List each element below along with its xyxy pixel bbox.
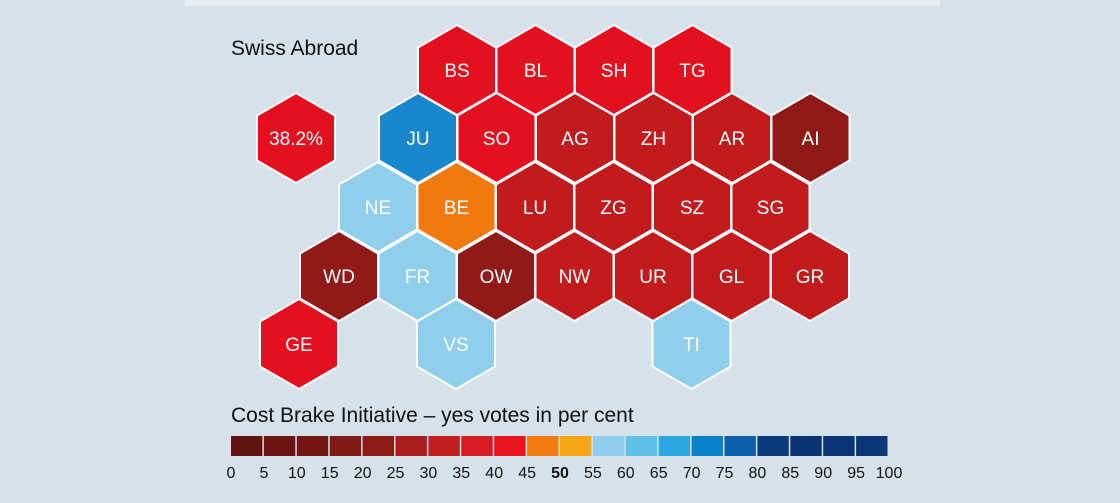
canton-hex-shape xyxy=(259,297,339,391)
legend-swatch xyxy=(757,436,789,456)
canton-label: AG xyxy=(561,129,588,150)
color-legend: 0 5 10 15 20 25 30 35 40 45 50 55 60 65 70 75 80 85 90 95 10… xyxy=(227,436,903,482)
canton-hex-shape xyxy=(416,297,496,391)
canton-hex-shape xyxy=(651,297,732,391)
canton-label: NW xyxy=(559,267,591,288)
legend-swatch xyxy=(428,436,460,456)
legend-tick-label: 65 xyxy=(650,465,668,482)
legend-swatch xyxy=(461,436,493,456)
canton-gr[interactable]: GR xyxy=(770,229,850,323)
legend-tick-label: 10 xyxy=(288,465,306,482)
canton-label: AI xyxy=(802,129,820,150)
canton-label: ZG xyxy=(600,198,626,219)
canton-label: OW xyxy=(480,267,513,288)
legend-tick-label: 15 xyxy=(321,465,339,482)
canton-label: ZH xyxy=(641,129,666,150)
legend-tick-label: 5 xyxy=(259,465,268,482)
canton-label: BE xyxy=(444,198,469,219)
legend-tick-label: 0 xyxy=(227,465,236,482)
canton-ag[interactable]: AG xyxy=(535,91,615,185)
canton-label: VS xyxy=(443,335,468,356)
legend-swatch xyxy=(823,436,855,456)
canton-ai[interactable]: AI xyxy=(770,91,851,185)
canton-label: SZ xyxy=(680,198,705,219)
legend-swatch xyxy=(724,436,756,456)
legend-tick-label: 50 xyxy=(551,465,569,482)
legend-swatch xyxy=(527,436,559,456)
legend-swatch xyxy=(790,436,822,456)
legend-swatch xyxy=(362,436,394,456)
legend-swatch xyxy=(625,436,658,456)
legend-tick-label: 30 xyxy=(420,465,438,482)
legend-swatch xyxy=(856,436,888,456)
canton-label: TI xyxy=(683,335,700,356)
legend-tick-label: 60 xyxy=(617,465,635,482)
legend-swatch xyxy=(592,436,625,456)
legend-swatch xyxy=(231,436,263,456)
canton-label: TG xyxy=(679,61,705,82)
legend-tick-label: 25 xyxy=(387,465,405,482)
canton-label: LU xyxy=(523,198,547,219)
canton-label: SO xyxy=(483,129,510,150)
canton-so[interactable]: SO xyxy=(456,91,537,185)
canton-ge[interactable]: GE xyxy=(259,297,339,391)
legend-swatch xyxy=(296,436,329,456)
legend-tick-label: 85 xyxy=(781,465,799,482)
legend-tick-label: 90 xyxy=(814,465,832,482)
canton-ti[interactable]: TI xyxy=(651,297,732,391)
canton-tg[interactable]: TG xyxy=(652,23,733,117)
legend-swatch xyxy=(691,436,723,456)
canton-label: WD xyxy=(323,267,355,288)
map-title: Swiss Abroad xyxy=(231,37,358,60)
legend-title: Cost Brake Initiative – yes votes in per… xyxy=(231,404,634,427)
swiss-abroad-shape xyxy=(256,91,336,185)
canton-ow[interactable]: OW xyxy=(456,229,536,323)
canton-label: NE xyxy=(365,198,391,219)
canton-label: UR xyxy=(639,267,666,288)
legend-swatch xyxy=(560,436,592,456)
canton-sz[interactable]: SZ xyxy=(652,160,732,254)
legend-swatch xyxy=(494,436,526,456)
legend-tick-label: 20 xyxy=(354,465,372,482)
legend-tick-label: 55 xyxy=(584,465,602,482)
legend-swatch xyxy=(263,436,296,456)
canton-label: SG xyxy=(757,198,784,219)
canton-hex-shape xyxy=(730,160,811,254)
canton-hex-shape xyxy=(770,91,851,185)
legend-tick-label: 70 xyxy=(683,465,701,482)
legend-swatch xyxy=(658,436,691,456)
canton-hexes: BS BL SH TG JU SO AG ZH AR AI NE BE LU ZG SZ SG WD FR OW NW… xyxy=(259,23,851,391)
swiss-abroad-hex[interactable]: 38.2% xyxy=(256,91,336,185)
canton-label: GR xyxy=(796,267,825,288)
canton-vs[interactable]: VS xyxy=(416,297,496,391)
canton-fr[interactable]: FR xyxy=(377,229,458,323)
canton-label: FR xyxy=(405,267,430,288)
legend-swatch xyxy=(329,436,362,456)
canton-label: BL xyxy=(524,61,547,82)
canton-label: SH xyxy=(601,61,627,82)
canton-sg[interactable]: SG xyxy=(730,160,811,254)
legend-tick-label: 80 xyxy=(749,465,767,482)
canton-label: AR xyxy=(719,129,745,150)
canton-zg[interactable]: ZG xyxy=(573,160,654,254)
canton-ju[interactable]: JU xyxy=(378,91,458,185)
top-band xyxy=(185,0,940,6)
canton-label: BS xyxy=(444,61,469,82)
legend-tick-label: 95 xyxy=(847,465,865,482)
canton-label: GL xyxy=(719,267,744,288)
canton-sh[interactable]: SH xyxy=(574,23,654,117)
canton-label: JU xyxy=(406,129,429,150)
swiss-abroad-value: 38.2% xyxy=(269,129,323,150)
canton-hex-shape xyxy=(770,229,850,323)
legend-tick-label: 100 xyxy=(876,465,903,482)
legend-tick-label: 40 xyxy=(485,465,503,482)
canton-label: GE xyxy=(285,335,312,356)
legend-swatch xyxy=(395,436,427,456)
legend-tick-label: 45 xyxy=(518,465,536,482)
legend-tick-label: 35 xyxy=(452,465,470,482)
legend-tick-label: 75 xyxy=(716,465,734,482)
